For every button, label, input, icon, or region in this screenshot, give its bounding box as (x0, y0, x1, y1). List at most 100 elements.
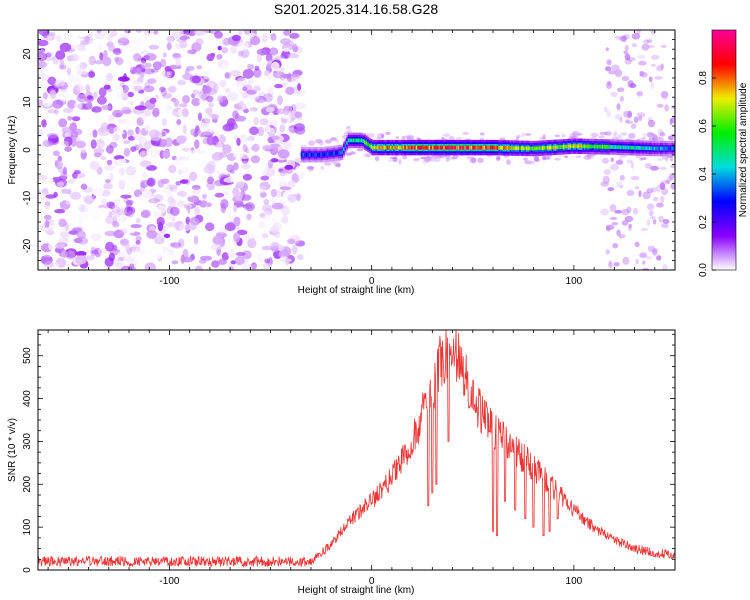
noise-blob (238, 30, 243, 36)
noise-blob (156, 204, 167, 214)
noise-blob (626, 159, 633, 164)
noise-blob (242, 68, 254, 79)
noise-blob (143, 85, 155, 93)
noise-blob (583, 155, 591, 160)
noise-blob (112, 220, 120, 228)
signal-cell (318, 152, 321, 157)
signal-cell (446, 145, 449, 150)
noise-blob (118, 179, 126, 190)
noise-blob (554, 134, 560, 138)
signal-cell (569, 144, 572, 149)
noise-blob (194, 30, 206, 36)
noise-blob (176, 135, 187, 144)
signal-cell (561, 145, 564, 149)
noise-blob (210, 244, 221, 251)
noise-blob (624, 215, 634, 222)
noise-blob (107, 114, 115, 122)
signal-cell (605, 145, 607, 149)
noise-blob (650, 165, 659, 171)
noise-blob (218, 258, 227, 265)
noise-blob (94, 60, 105, 65)
noise-blob (221, 47, 229, 54)
noise-blob (54, 243, 66, 249)
noise-blob (259, 191, 267, 198)
signal-cell (592, 144, 595, 149)
noise-blob (94, 31, 106, 40)
noise-blob (163, 247, 174, 257)
noise-blob (413, 157, 420, 162)
noise-blob (635, 258, 639, 265)
noise-blob (152, 61, 162, 70)
noise-blob (267, 159, 273, 169)
noise-blob (147, 177, 156, 187)
noise-blob (244, 202, 256, 212)
noise-blob (641, 43, 650, 51)
noise-blob (38, 219, 45, 227)
noise-blob (48, 31, 56, 37)
noise-blob (499, 137, 506, 141)
noise-blob (94, 79, 105, 89)
noise-blob (622, 256, 630, 265)
noise-blob (161, 118, 167, 126)
signal-cell (425, 145, 428, 150)
noise-blob (125, 62, 134, 71)
noise-blob (38, 48, 45, 54)
x-tick-label: -100 (159, 276, 179, 287)
signal-cell (404, 145, 407, 150)
noise-blob (217, 45, 222, 51)
noise-blob (171, 216, 176, 222)
noise-blob (163, 233, 171, 238)
noise-blob (280, 53, 287, 59)
noise-blob (195, 38, 204, 46)
noise-blob (86, 31, 93, 38)
noise-blob (119, 33, 129, 42)
noise-blob (623, 33, 630, 40)
signal-cell (673, 146, 675, 151)
noise-blob (44, 202, 51, 210)
noise-blob (142, 172, 147, 178)
signal-cell (669, 146, 672, 151)
noise-blob (295, 46, 303, 54)
noise-blob (207, 176, 214, 185)
noise-blob (206, 53, 215, 62)
signal-cell (456, 145, 459, 150)
noise-blob (114, 130, 125, 135)
noise-blob (130, 48, 140, 54)
noise-blob (222, 30, 232, 35)
noise-blob (160, 138, 167, 148)
noise-blob (250, 155, 260, 164)
noise-blob (111, 204, 121, 215)
noise-blob (92, 129, 98, 138)
signal-cell (603, 144, 606, 149)
colorbar-tick-label: 0.2 (698, 215, 709, 229)
signal-cell (639, 146, 641, 150)
noise-blob (144, 124, 151, 132)
signal-cell (436, 145, 439, 150)
noise-blob (477, 157, 484, 163)
signal-cell (330, 151, 332, 156)
noise-blob (227, 91, 239, 101)
noise-blob (175, 30, 184, 38)
noise-blob (59, 42, 72, 52)
noise-blob (161, 131, 166, 137)
signal-cell (309, 152, 311, 157)
noise-blob (191, 217, 200, 226)
snr-ylabel: SNR (10 * v/v) (7, 418, 18, 482)
noise-blob (170, 111, 180, 117)
noise-blob (247, 135, 256, 142)
signal-cell (600, 144, 603, 149)
noise-blob (89, 161, 100, 171)
noise-blob (171, 260, 179, 265)
noise-blob (598, 135, 605, 139)
noise-blob (204, 115, 213, 123)
noise-blob (120, 194, 132, 199)
noise-blob (120, 239, 128, 245)
noise-blob (51, 176, 62, 183)
noise-blob (669, 173, 675, 181)
y-tick-label: 200 (22, 476, 33, 493)
noise-blob (42, 98, 52, 108)
noise-blob (38, 174, 48, 181)
noise-blob (204, 222, 215, 232)
noise-blob (88, 55, 96, 66)
